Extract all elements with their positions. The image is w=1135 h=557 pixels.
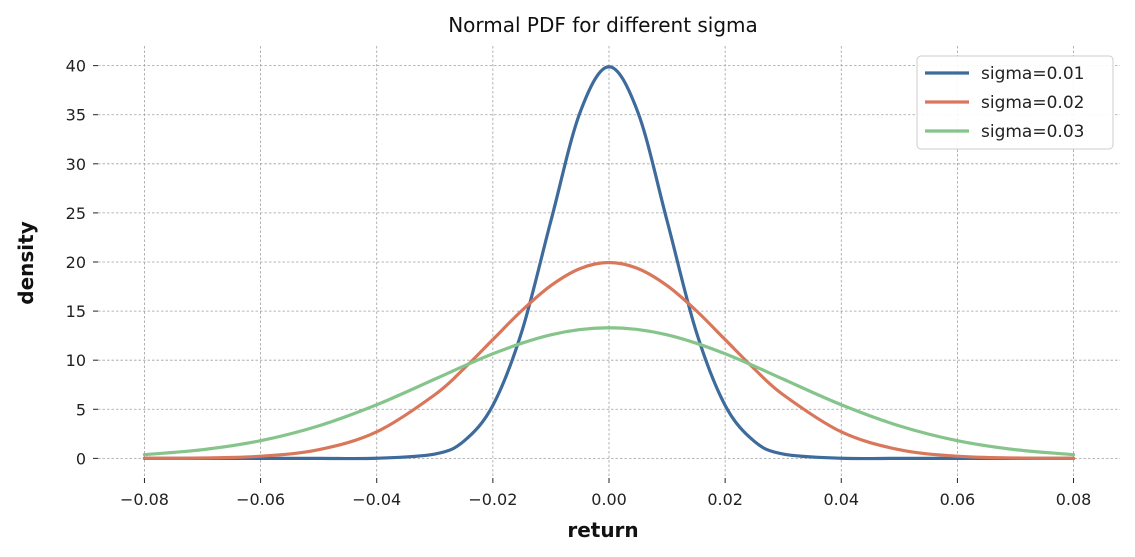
legend: sigma=0.01 sigma=0.02 sigma=0.03 <box>916 55 1114 150</box>
x-tick-label: 0.04 <box>823 490 859 509</box>
x-axis-ticks: −0.08 −0.06 −0.04 −0.02 0.00 0.02 0.04 0.06 0.08 <box>120 478 1091 509</box>
series-lines <box>142 65 1076 461</box>
y-tick-label: 5 <box>76 400 86 419</box>
series-line-1 <box>142 65 1076 461</box>
x-tick-label: 0.06 <box>940 490 976 509</box>
x-axis-label: return <box>567 518 638 542</box>
y-tick-label: 40 <box>66 57 86 76</box>
y-tick-label: 0 <box>76 449 86 468</box>
grid <box>98 46 1120 478</box>
y-tick-label: 10 <box>66 351 86 370</box>
y-tick-label: 25 <box>66 204 86 223</box>
series-line-2 <box>142 260 1076 460</box>
y-tick-label: 35 <box>66 106 86 125</box>
legend-label: sigma=0.01 <box>981 64 1084 84</box>
x-tick-label: −0.08 <box>120 490 169 509</box>
y-tick-label: 15 <box>66 302 86 321</box>
legend-label: sigma=0.03 <box>981 122 1084 142</box>
y-axis-ticks: 0 5 10 15 20 25 30 35 40 <box>66 57 98 468</box>
series-line-3 <box>142 326 1076 457</box>
legend-box <box>916 55 1114 150</box>
x-tick-label: 0.00 <box>591 490 627 509</box>
x-tick-label: 0.08 <box>1056 490 1092 509</box>
x-tick-label: −0.04 <box>352 490 401 509</box>
x-tick-label: 0.02 <box>707 490 743 509</box>
chart-title: Normal PDF for different sigma <box>448 13 758 37</box>
legend-label: sigma=0.02 <box>981 93 1084 113</box>
y-tick-label: 30 <box>66 155 86 174</box>
x-tick-label: −0.06 <box>236 490 285 509</box>
y-tick-label: 20 <box>66 253 86 272</box>
y-axis-label: density <box>14 221 38 304</box>
x-tick-label: −0.02 <box>468 490 517 509</box>
